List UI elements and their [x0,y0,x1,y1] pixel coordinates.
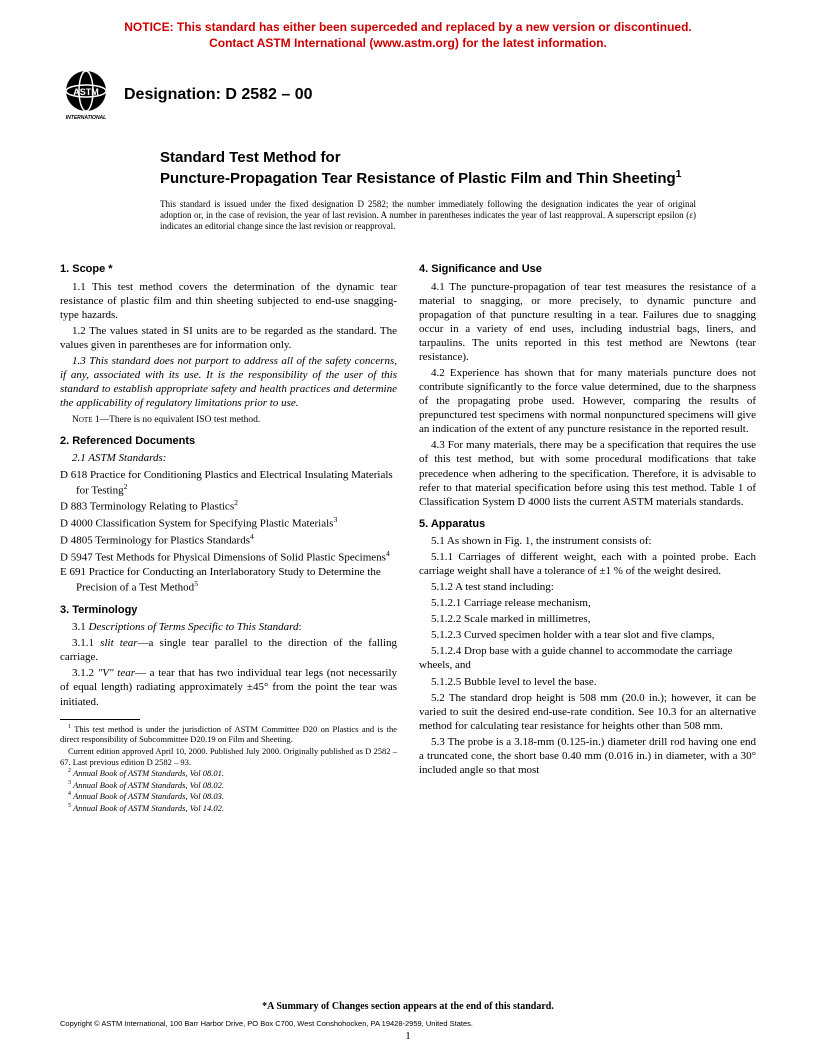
scope-head: 1. Scope * [60,262,397,276]
footnote-1: 1 This test method is under the jurisdic… [60,724,397,745]
notice-line2: Contact ASTM International (www.astm.org… [60,36,756,52]
para-5-1-1: 5.1.1 Carriages of different weight, eac… [419,550,756,578]
ref-item: E 691 Practice for Conducting an Interla… [60,565,397,595]
footnote-4: 4 Annual Book of ASTM Standards, Vol 08.… [60,791,397,802]
header-row: ASTM INTERNATIONAL Designation: D 2582 –… [60,69,756,121]
summary-note: *A Summary of Changes section appears at… [60,1001,756,1012]
title-sup: 1 [676,168,682,180]
para-5-1-2-1: 5.1.2.1 Carriage release mechanism, [419,596,756,610]
significance-head: 4. Significance and Use [419,262,756,276]
ref-item: D 4000 Classification System for Specify… [60,515,397,531]
para-1-1: 1.1 This test method covers the determin… [60,280,397,322]
para-5-3: 5.3 The probe is a 3.18-mm (0.125-in.) d… [419,735,756,777]
ref-item: D 4805 Terminology for Plastics Standard… [60,532,397,548]
svg-text:INTERNATIONAL: INTERNATIONAL [66,115,106,121]
astm-logo-icon: ASTM INTERNATIONAL [60,69,112,121]
note-1-label: Note 1 [72,415,100,425]
left-column: 1. Scope * 1.1 This test method covers t… [60,254,397,814]
note-1-text: —There is no equivalent ISO test method. [100,415,261,425]
title-main-text: Puncture-Propagation Tear Resistance of … [160,170,676,187]
apparatus-head: 5. Apparatus [419,517,756,531]
footnotes: 1 This test method is under the jurisdic… [60,724,397,814]
issuance-note: This standard is issued under the fixed … [160,199,756,233]
body-columns: 1. Scope * 1.1 This test method covers t… [60,254,756,814]
para-4-1: 4.1 The puncture-propagation of tear tes… [419,280,756,364]
right-column: 4. Significance and Use 4.1 The puncture… [419,254,756,814]
title-block: Standard Test Method for Puncture-Propag… [160,149,756,189]
para-3-1: 3.1 Descriptions of Terms Specific to Th… [60,620,397,634]
para-4-3: 4.3 For many materials, there may be a s… [419,438,756,508]
copyright: Copyright © ASTM International, 100 Barr… [60,1019,756,1028]
footnote-5: 5 Annual Book of ASTM Standards, Vol 14.… [60,803,397,814]
refs-list: D 618 Practice for Conditioning Plastics… [60,468,397,596]
para-3-1-1: 3.1.1 slit tear—a single tear parallel t… [60,636,397,664]
para-5-1: 5.1 As shown in Fig. 1, the instrument c… [419,534,756,548]
notice-banner: NOTICE: This standard has either been su… [60,20,756,51]
para-2-1: 2.1 ASTM Standards: [60,451,397,465]
para-5-1-2-4: 5.1.2.4 Drop base with a guide channel t… [419,644,756,672]
ref-item: D 883 Terminology Relating to Plastics2 [60,498,397,514]
para-1-2: 1.2 The values stated in SI units are to… [60,324,397,352]
refdocs-head: 2. Referenced Documents [60,434,397,448]
footnote-2: 2 Annual Book of ASTM Standards, Vol 08.… [60,768,397,779]
title-pre: Standard Test Method for [160,149,756,168]
note-1: Note 1—There is no equivalent ISO test m… [60,414,397,426]
para-3-1-2: 3.1.2 "V" tear— a tear that has two indi… [60,666,397,708]
ref-item: D 5947 Test Methods for Physical Dimensi… [60,549,397,565]
ref-item: D 618 Practice for Conditioning Plastics… [60,468,397,498]
para-5-1-2-5: 5.1.2.5 Bubble level to level the base. [419,675,756,689]
designation: Designation: D 2582 – 00 [124,86,313,104]
terminology-head: 3. Terminology [60,603,397,617]
para-5-2: 5.2 The standard drop height is 508 mm (… [419,691,756,733]
svg-text:ASTM: ASTM [73,87,99,97]
page-number: 1 [0,1030,816,1042]
para-4-2: 4.2 Experience has shown that for many m… [419,366,756,436]
footnote-rule [60,719,140,720]
notice-line1: NOTICE: This standard has either been su… [60,20,756,36]
para-1-3: 1.3 This standard does not purport to ad… [60,354,397,410]
footnote-3: 3 Annual Book of ASTM Standards, Vol 08.… [60,780,397,791]
para-5-1-2-2: 5.1.2.2 Scale marked in millimetres, [419,612,756,626]
para-5-1-2: 5.1.2 A test stand including: [419,580,756,594]
footnote-1b: Current edition approved April 10, 2000.… [60,746,397,767]
title-main: Puncture-Propagation Tear Resistance of … [160,168,756,189]
para-5-1-2-3: 5.1.2.3 Curved specimen holder with a te… [419,628,756,642]
